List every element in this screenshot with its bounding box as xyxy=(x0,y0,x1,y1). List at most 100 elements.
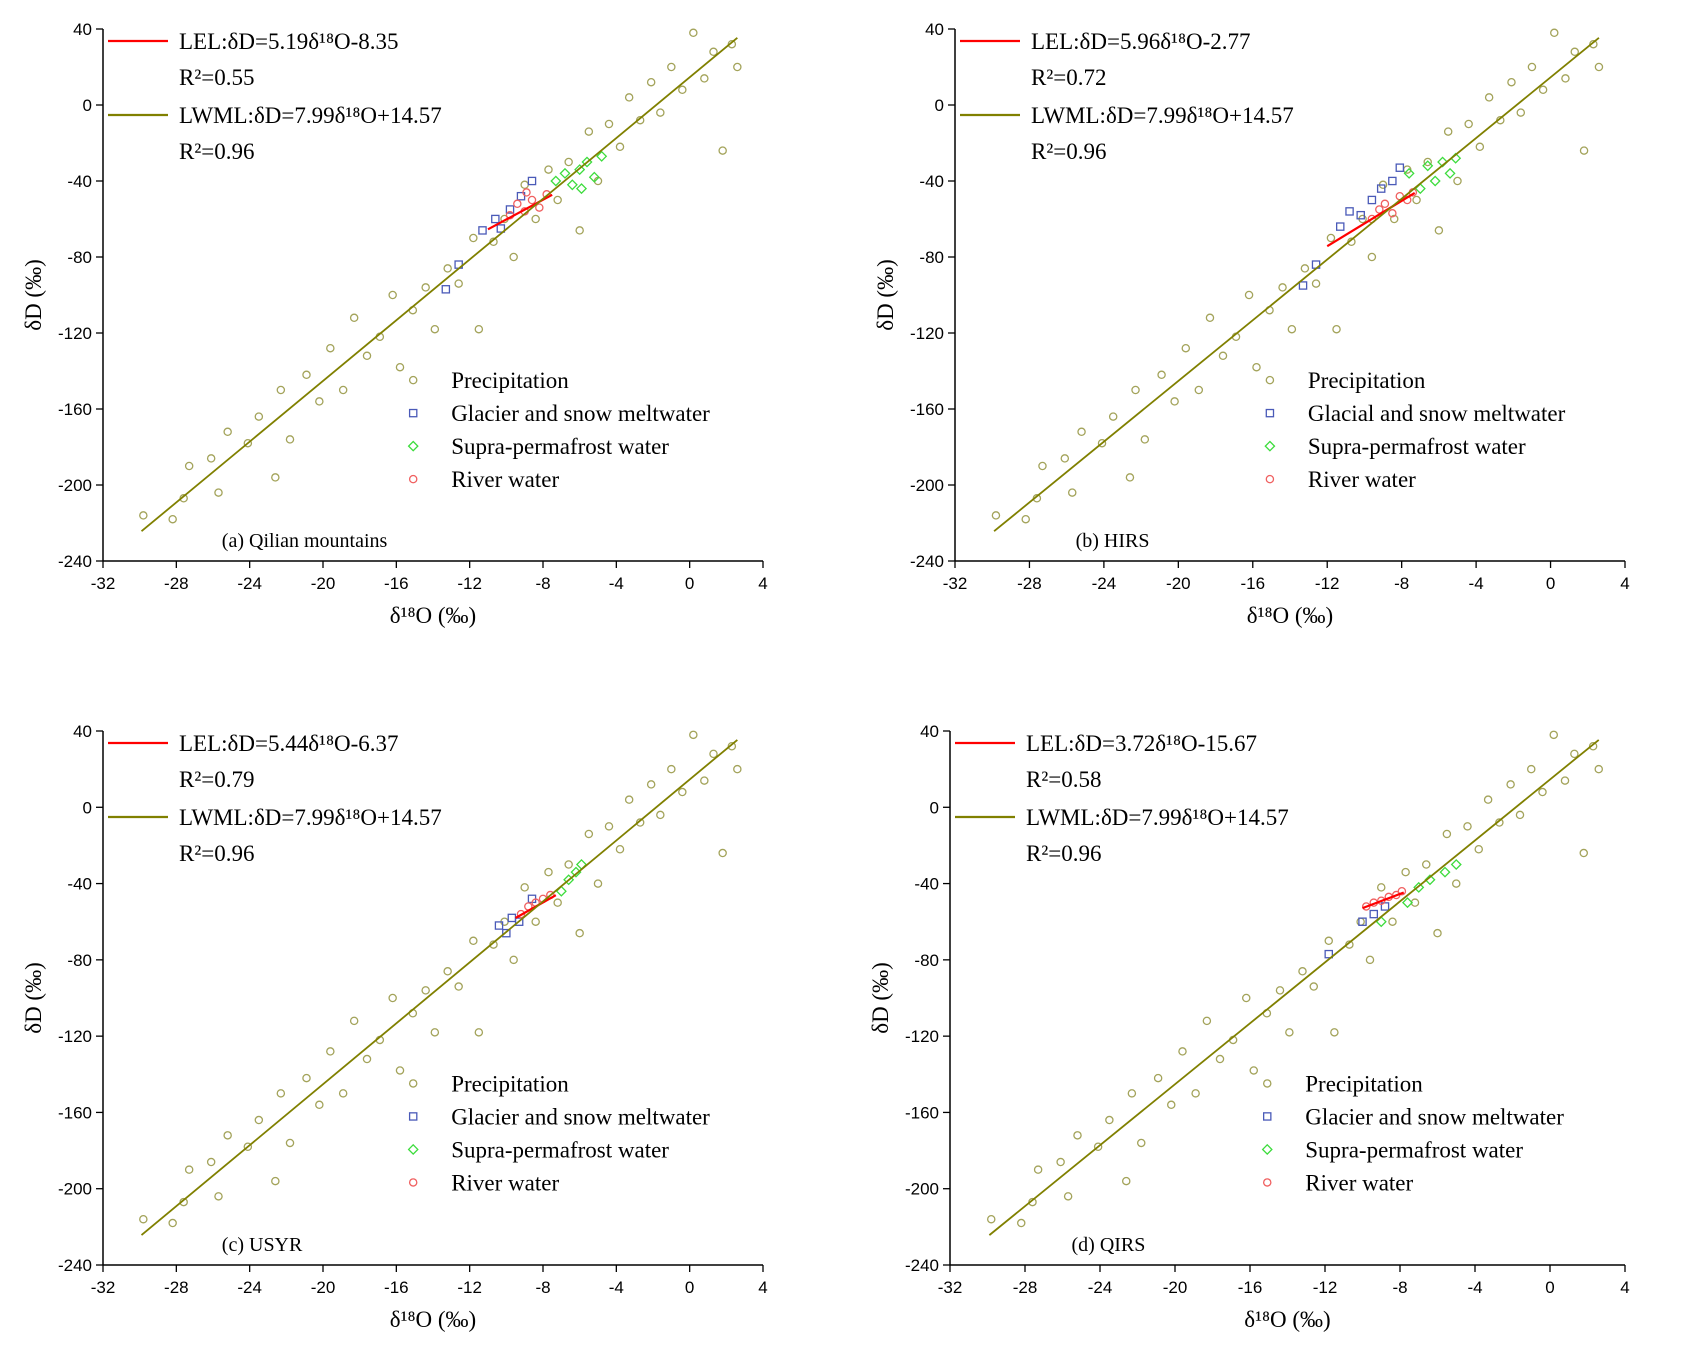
fit-line xyxy=(1362,891,1405,910)
data-point xyxy=(1324,936,1334,946)
x-tick-label: -20 xyxy=(1163,1278,1188,1297)
fit-line xyxy=(988,739,1600,1236)
data-point xyxy=(509,252,518,262)
fit-line xyxy=(140,739,738,1236)
y-tick-label: -160 xyxy=(58,1103,92,1122)
data-point xyxy=(1073,1131,1082,1140)
x-tick-label: 0 xyxy=(1545,1278,1554,1297)
data-point xyxy=(1194,385,1204,395)
y-tick-label: -80 xyxy=(67,248,92,267)
x-tick-label: -20 xyxy=(1166,574,1191,593)
data-point xyxy=(1105,1115,1114,1125)
data-point xyxy=(505,205,515,214)
data-point xyxy=(520,883,529,892)
data-point xyxy=(243,438,253,448)
y-tick-label: -240 xyxy=(58,1256,92,1275)
legend-label: River water xyxy=(1308,467,1416,492)
data-point xyxy=(1579,146,1589,155)
data-point xyxy=(1157,370,1166,380)
data-point xyxy=(1507,77,1516,87)
r2-label: R²=0.96 xyxy=(179,841,254,866)
r2-label: R²=0.96 xyxy=(1026,841,1101,866)
data-point xyxy=(1060,454,1070,463)
data-point xyxy=(527,176,537,186)
data-point xyxy=(1550,28,1559,38)
data-point xyxy=(1125,473,1135,482)
data-point xyxy=(206,1157,216,1167)
data-point xyxy=(1538,787,1547,797)
legend-label: LWML:δD=7.99δ¹⁸O+14.57 xyxy=(1031,103,1294,128)
x-tick-label: -32 xyxy=(91,574,116,593)
data-point xyxy=(727,39,737,49)
data-point xyxy=(1380,902,1390,911)
data-point xyxy=(388,290,397,300)
data-point xyxy=(1434,226,1444,235)
legend-symbol xyxy=(408,375,418,385)
data-point xyxy=(1433,928,1442,938)
data-point xyxy=(1570,749,1579,759)
r2-label: R²=0.58 xyxy=(1026,767,1101,792)
data-point xyxy=(276,385,286,395)
y-axis-title: δD (‰) xyxy=(21,259,46,331)
data-point xyxy=(1287,324,1297,334)
data-point xyxy=(593,879,603,888)
x-tick-label: -32 xyxy=(943,574,968,593)
data-point xyxy=(566,179,578,191)
data-point xyxy=(1594,764,1604,774)
legend-symbol xyxy=(408,408,418,418)
data-point xyxy=(575,928,584,938)
data-point xyxy=(395,1066,405,1075)
data-point xyxy=(494,921,504,930)
data-point xyxy=(430,324,440,334)
data-point xyxy=(184,1165,194,1174)
y-tick-label: -160 xyxy=(910,400,944,419)
data-point xyxy=(1442,829,1452,839)
data-point xyxy=(718,848,727,858)
data-point xyxy=(575,183,588,195)
data-point xyxy=(1137,1138,1146,1148)
data-point xyxy=(1336,222,1345,231)
data-point xyxy=(531,214,540,224)
r2-label: R²=0.79 xyxy=(179,767,254,792)
data-point xyxy=(243,1142,253,1152)
data-point xyxy=(624,93,634,102)
data-point xyxy=(1538,85,1548,95)
legend-label: River water xyxy=(451,1170,559,1195)
data-point xyxy=(535,203,544,212)
legend-symbol xyxy=(408,1079,418,1088)
data-point xyxy=(1483,795,1493,804)
data-point xyxy=(544,165,553,174)
data-point xyxy=(491,214,500,224)
data-point xyxy=(1422,860,1431,869)
x-tick-label: -32 xyxy=(91,1278,116,1297)
legend-symbol xyxy=(1263,1178,1272,1187)
data-point xyxy=(1452,879,1461,888)
data-point xyxy=(514,917,524,926)
data-point xyxy=(991,511,1001,520)
data-point xyxy=(441,285,451,294)
data-point xyxy=(1376,184,1386,193)
data-point xyxy=(430,1028,440,1037)
legend-symbol xyxy=(1263,1112,1272,1121)
x-tick-label: -20 xyxy=(311,574,336,593)
data-point xyxy=(496,224,506,233)
data-point xyxy=(1506,780,1515,789)
data-point xyxy=(667,764,676,774)
x-tick-label: -16 xyxy=(1240,574,1265,593)
data-point xyxy=(709,47,718,57)
data-point xyxy=(1422,160,1434,172)
data-point xyxy=(1356,210,1365,220)
data-point xyxy=(1249,1066,1259,1075)
data-point xyxy=(604,822,614,831)
legend-label: Glacier and snow meltwater xyxy=(451,1104,710,1129)
x-tick-label: -12 xyxy=(457,1278,482,1297)
y-tick-label: -120 xyxy=(910,324,944,343)
data-point xyxy=(513,199,522,209)
data-point xyxy=(302,370,311,380)
data-point xyxy=(223,427,232,437)
x-axis-title: δ¹⁸O (‰) xyxy=(390,603,476,628)
data-point xyxy=(709,749,718,759)
legend-label: Precipitation xyxy=(1308,368,1426,393)
data-point xyxy=(139,511,148,520)
data-point xyxy=(1127,1089,1137,1098)
